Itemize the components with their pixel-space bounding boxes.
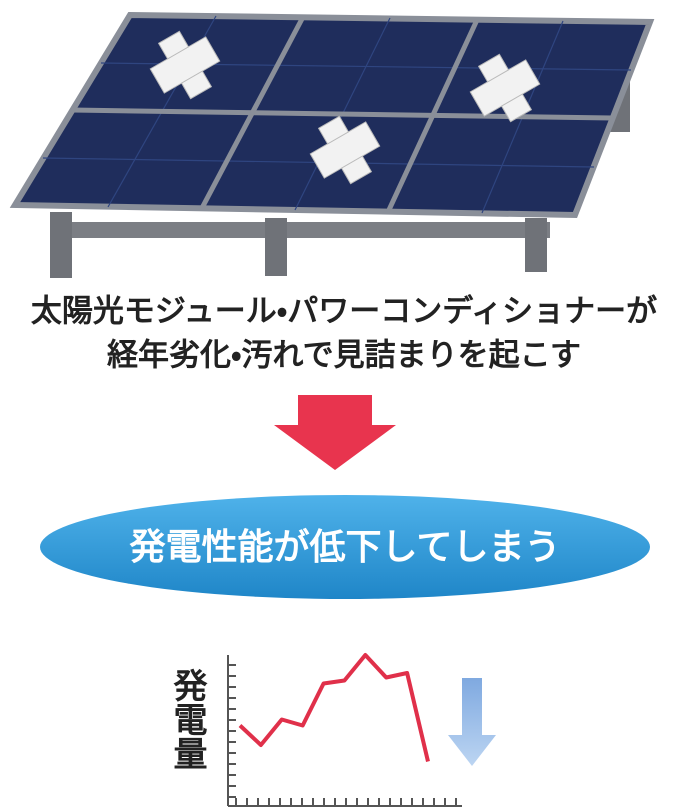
- graph-axes: [227, 655, 462, 807]
- solar-panel: [9, 11, 655, 278]
- result-text: 発電性能が低下してしまう: [130, 527, 561, 568]
- heading-line: 経年劣化・汚れで見詰まりを起こす: [107, 338, 581, 374]
- heading-line: 太陽光モジュール・パワーコンディショナーが: [31, 294, 657, 330]
- graph-label: 発電量: [167, 668, 207, 770]
- decline-arrow: [448, 678, 496, 766]
- power-line: [238, 653, 430, 762]
- result-ellipse: [40, 495, 650, 599]
- down-arrow: [274, 395, 396, 470]
